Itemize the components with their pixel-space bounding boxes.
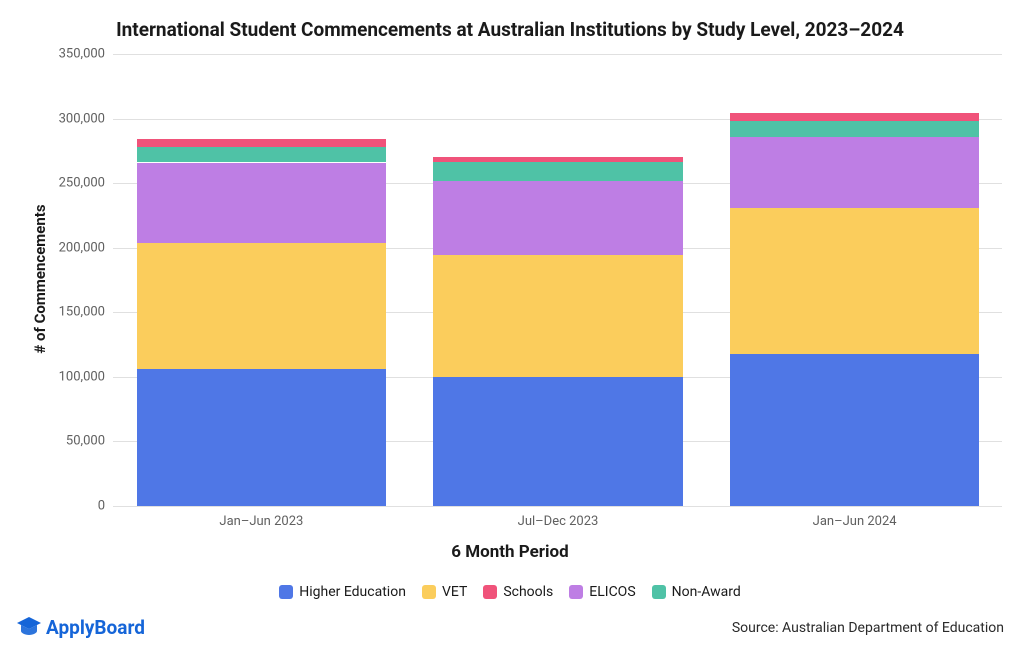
plot-area: 050,000100,000150,000200,000250,000300,0… [112,54,1002,506]
bar-segment-schools [137,139,386,147]
y-axis-label: # of Commencements [31,179,49,379]
bar-segment-higher_ed [137,369,386,506]
legend-item-elicos: ELICOS [569,584,635,600]
legend-label: Higher Education [299,584,406,600]
bar-segment-vet [137,243,386,370]
bar-segment-vet [730,208,979,354]
bar-group [730,54,979,506]
x-axis-label: 6 Month Period [0,542,1020,562]
chart-container: International Student Commencements at A… [0,0,1020,650]
legend-item-higher_ed: Higher Education [279,584,406,600]
legend-label: ELICOS [589,584,635,600]
y-tick-label: 150,000 [59,305,113,320]
bar-segment-higher_ed [730,354,979,506]
y-tick-label: 350,000 [59,47,113,62]
bar-group [137,54,386,506]
y-tick-label: 300,000 [59,111,113,126]
y-tick-label: 0 [98,499,113,514]
x-tick-label: Jan–Jun 2023 [219,506,303,529]
legend-item-vet: VET [422,584,467,600]
bar-segment-elicos [730,137,979,208]
legend-swatch [422,585,436,599]
bar-group [433,54,682,506]
y-tick-label: 250,000 [59,176,113,191]
graduation-cap-icon [16,614,42,640]
legend-swatch [483,585,497,599]
x-tick-label: Jan–Jun 2024 [813,506,897,529]
y-tick-label: 100,000 [59,369,113,384]
brand-text: ApplyBoard [46,616,145,639]
bar-segment-elicos [433,181,682,256]
brand-logo: ApplyBoard [16,614,145,640]
bar-segment-higher_ed [433,377,682,506]
source-text: Source: Australian Department of Educati… [732,620,1004,636]
bar-segment-vet [433,255,682,376]
legend-label: Non-Award [672,584,741,600]
legend-item-non_award: Non-Award [652,584,741,600]
bar-segment-non_award [730,121,979,136]
chart-title: International Student Commencements at A… [0,18,1020,41]
legend-swatch [652,585,666,599]
bar-segment-non_award [433,162,682,180]
x-tick-label: Jul–Dec 2023 [518,506,599,529]
legend-label: VET [442,584,467,600]
y-tick-label: 200,000 [59,240,113,255]
bar-segment-elicos [137,163,386,243]
legend-swatch [279,585,293,599]
bar-segment-non_award [137,147,386,162]
legend-swatch [569,585,583,599]
legend: Higher Education VET Schools ELICOS Non-Awar… [0,584,1020,603]
legend-item-schools: Schools [483,584,553,600]
bar-segment-schools [730,113,979,121]
legend-label: Schools [503,584,553,600]
y-tick-label: 50,000 [66,434,113,449]
bar-segment-schools [433,157,682,162]
